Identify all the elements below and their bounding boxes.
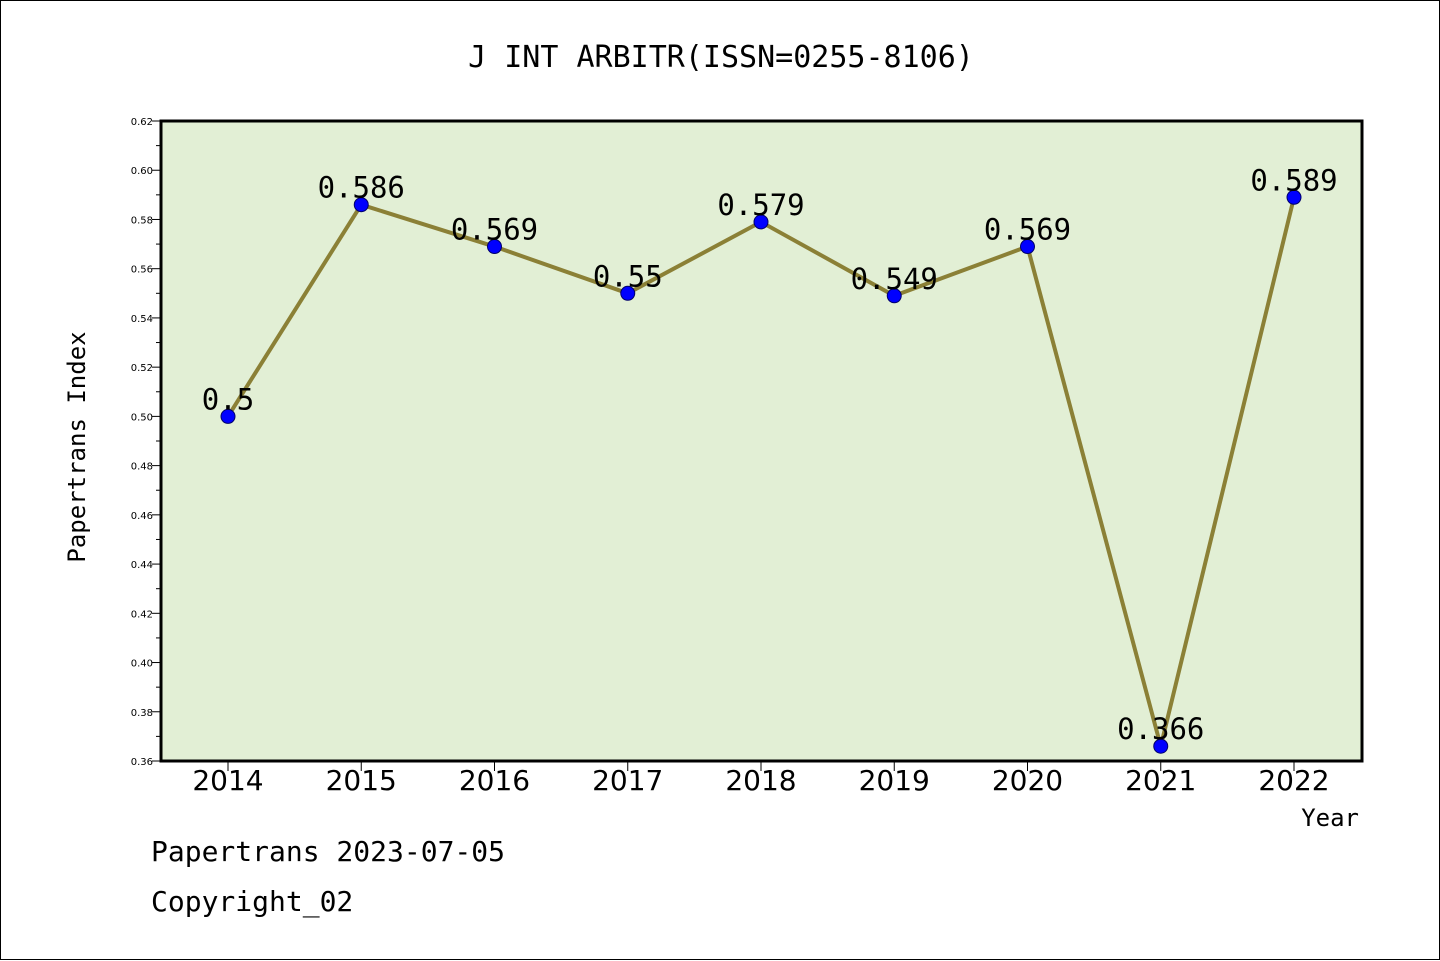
- x-tick-label: 2016: [459, 764, 530, 797]
- data-point: [487, 239, 502, 255]
- data-label: 0.549: [851, 262, 938, 296]
- y-tick-label: 0.54: [131, 314, 153, 325]
- data-points: [220, 189, 1302, 754]
- x-tick-label: 2017: [592, 764, 663, 797]
- y-tick-label: 0.60: [131, 166, 153, 177]
- data-point: [1286, 189, 1302, 205]
- footer-copyright: Copyright_02: [151, 885, 354, 918]
- y-axis: 0.36 0.38 0.40 0.42 0.44 0.46 0.48 0.50 0.52 0.54…: [131, 117, 161, 768]
- data-point: [620, 285, 636, 301]
- x-tick-label: 2014: [192, 764, 263, 797]
- data-label: 0.569: [451, 213, 538, 247]
- data-point: [886, 288, 902, 304]
- y-tick-label: 0.44: [131, 560, 153, 571]
- footer-date: Papertrans 2023-07-05: [151, 835, 506, 868]
- chart-title: J INT ARBITR(ISSN=0255-8106): [468, 40, 974, 75]
- data-point: [753, 214, 769, 230]
- y-tick-label: 0.58: [131, 215, 153, 226]
- y-tick-label: 0.50: [131, 412, 153, 423]
- data-label: 0.586: [318, 171, 405, 205]
- data-label: 0.589: [1250, 163, 1337, 197]
- x-tick-label: 2022: [1258, 764, 1329, 797]
- y-axis-label: Papertrans Index: [63, 331, 91, 562]
- data-label: 0.579: [717, 188, 804, 222]
- y-tick-label: 0.52: [131, 363, 153, 374]
- y-tick-label: 0.48: [131, 462, 153, 473]
- x-tick-label: 2015: [326, 764, 397, 797]
- data-labels: 0.5 0.586 0.569 0.55 0.579 0.549 0.569 0.366 0.5…: [202, 163, 1338, 746]
- y-tick-label: 0.40: [131, 659, 153, 670]
- y-tick-label: 0.42: [131, 609, 153, 620]
- y-tick-label: 0.46: [131, 511, 153, 522]
- y-tick-label: 0.38: [131, 708, 153, 719]
- x-tick-label: 2018: [725, 764, 796, 797]
- data-label: 0.366: [1117, 712, 1204, 746]
- data-point: [1020, 239, 1035, 255]
- data-label: 0.55: [593, 259, 663, 293]
- x-axis: 2014 2015 2016 2017 2018 2019 2020 2021 2022: [192, 761, 1330, 797]
- data-point: [1153, 738, 1169, 754]
- y-tick-label: 0.36: [131, 757, 153, 768]
- x-tick-label: 2019: [859, 764, 930, 797]
- y-tick-label: 0.56: [131, 265, 153, 276]
- x-axis-label: Year: [1301, 804, 1359, 832]
- plot-border: [159, 119, 1364, 763]
- data-point: [220, 408, 236, 424]
- data-label: 0.569: [984, 213, 1071, 247]
- x-tick-label: 2021: [1125, 764, 1196, 797]
- data-point: [353, 197, 369, 213]
- x-tick-label: 2020: [992, 764, 1063, 797]
- data-label: 0.5: [202, 382, 254, 416]
- y-tick-label: 0.62: [131, 117, 153, 128]
